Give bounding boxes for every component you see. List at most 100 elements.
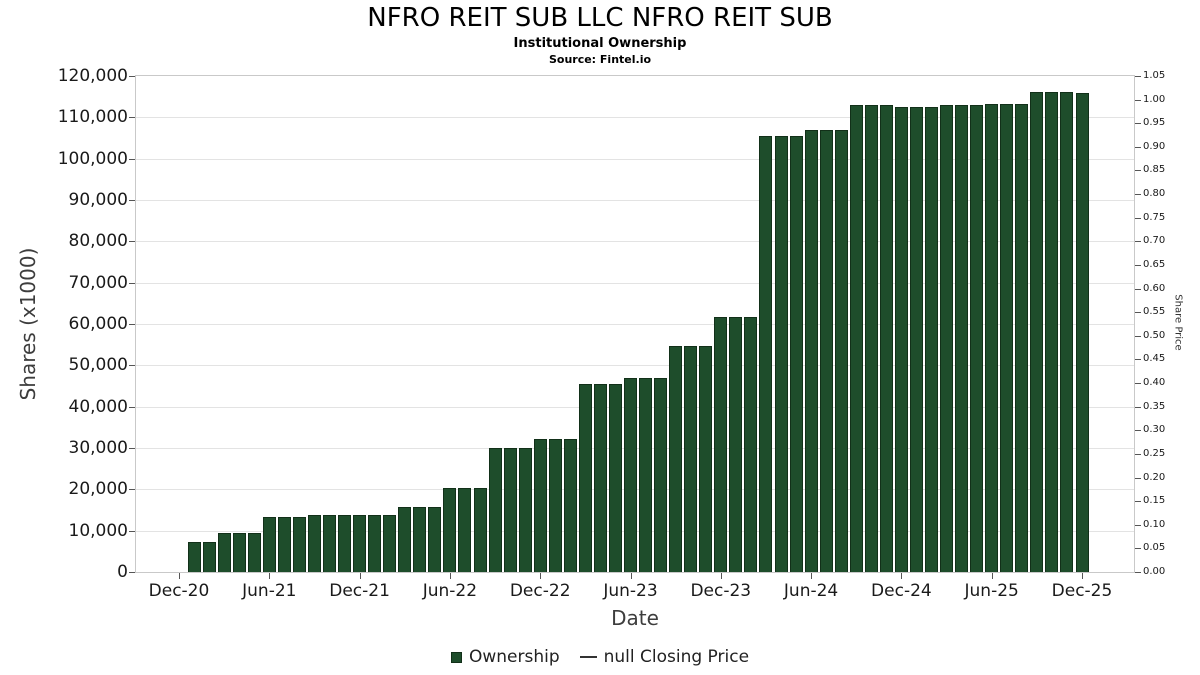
x-tick-mark: [630, 573, 632, 579]
y-tick-mark-right: [1135, 383, 1141, 385]
y-tick-label-right: 1.00: [1143, 93, 1166, 105]
y-tick-mark: [129, 76, 135, 77]
y-tick-label-right: 0.50: [1143, 329, 1166, 341]
ownership-bar: [864, 105, 878, 572]
ownership-bar: [413, 506, 427, 572]
y-tick-mark-right: [1135, 217, 1141, 219]
y-tick-mark: [129, 365, 135, 367]
y-tick-mark-right: [1135, 477, 1141, 479]
y-tick-mark: [129, 448, 135, 449]
x-tick-mark: [1082, 573, 1083, 579]
y-tick-mark: [129, 200, 135, 201]
y-tick-label: 120,000: [57, 66, 128, 86]
y-tick-label: 110,000: [57, 107, 128, 128]
ownership-bar: [985, 103, 999, 572]
x-tick-label: Dec-25: [1051, 581, 1113, 601]
ownership-bar: [970, 105, 984, 572]
ownership-bar: [443, 488, 457, 572]
ownership-bar: [338, 514, 352, 572]
y-tick-mark-right: [1135, 264, 1141, 266]
y-tick-label: 80,000: [68, 231, 128, 252]
closing-price-line-icon: [579, 656, 597, 658]
ownership-bar: [518, 448, 532, 572]
ownership-bar: [819, 129, 833, 572]
y-tick-mark: [129, 489, 135, 491]
x-tick-label: Dec-21: [329, 581, 390, 601]
ownership-bar: [1075, 92, 1089, 572]
x-tick-label: Dec-23: [690, 581, 752, 601]
x-tick-label: Jun-25: [964, 581, 1019, 601]
ownership-bar: [729, 316, 743, 572]
y-tick-label-right: 0.00: [1143, 566, 1166, 577]
plot-area: [135, 75, 1135, 573]
ownership-bar: [759, 136, 773, 572]
ownership-bar: [834, 129, 848, 572]
ownership-bar: [894, 106, 908, 572]
ownership-bar: [699, 345, 713, 572]
ownership-bar: [277, 517, 291, 572]
x-tick-label: Dec-22: [509, 581, 571, 601]
ownership-bar: [1030, 91, 1044, 572]
ownership-bar: [714, 316, 728, 572]
ownership-bar: [774, 136, 788, 572]
y-tick-mark-right: [1135, 548, 1141, 550]
ownership-bar: [1000, 103, 1014, 572]
x-axis-label: Date: [611, 606, 659, 630]
y-tick-mark: [129, 117, 135, 119]
ownership-bar: [503, 448, 517, 572]
x-tick-mark: [449, 573, 451, 579]
y-tick-mark: [129, 530, 135, 532]
ownership-bar: [292, 517, 306, 572]
y-tick-label-right: 0.05: [1143, 542, 1166, 554]
y-tick-mark: [129, 324, 135, 325]
y-tick-mark-right: [1135, 194, 1141, 196]
ownership-bar: [684, 345, 698, 572]
y-tick-label: 20,000: [68, 479, 128, 500]
y-tick-mark-right: [1135, 572, 1141, 573]
y-tick-mark-right: [1135, 123, 1141, 125]
legend-ownership-label: Ownership: [468, 647, 560, 667]
y-tick-mark: [129, 406, 135, 408]
y-tick-mark: [129, 241, 135, 243]
x-tick-mark: [720, 573, 722, 579]
gridline: [136, 117, 1134, 119]
gridline: [136, 241, 1134, 243]
y-tick-label-right: 0.70: [1143, 235, 1166, 247]
y-tick-label-right: 1.05: [1143, 70, 1166, 81]
ownership-bar: [383, 514, 397, 572]
ownership-bar: [624, 378, 637, 572]
ownership-bar: [1060, 91, 1074, 572]
ownership-bar: [744, 316, 758, 572]
ownership-bar: [262, 517, 276, 572]
y-tick-mark: [129, 282, 135, 284]
ownership-bar: [232, 532, 246, 572]
x-tick-label: Dec-20: [148, 581, 210, 601]
y-tick-mark-right: [1135, 524, 1141, 526]
chart-source: Source: Fintel.io: [548, 53, 652, 66]
y-tick-label-right: 0.90: [1143, 140, 1166, 152]
x-tick-mark: [540, 573, 542, 579]
ownership-bar: [879, 105, 893, 572]
ownership-bar: [1015, 103, 1029, 572]
ownership-bar: [323, 514, 336, 572]
y-tick-label-right: 0.80: [1143, 188, 1166, 200]
gridline: [136, 200, 1134, 201]
x-tick-mark: [901, 573, 903, 579]
legend-item-closing-price: null Closing Price: [560, 647, 749, 667]
ownership-bar: [955, 105, 969, 572]
ownership-bar: [608, 383, 622, 572]
y-tick-label-right: 0.40: [1143, 377, 1166, 389]
ownership-bar: [909, 106, 923, 572]
y-tick-label-right: 0.10: [1143, 518, 1166, 530]
y-tick-mark-right: [1135, 146, 1141, 148]
x-tick-label: Dec-24: [871, 581, 932, 601]
ownership-bar: [593, 383, 607, 572]
ownership-bar: [533, 438, 547, 572]
y-tick-label: 0: [117, 562, 128, 582]
x-tick-label: Jun-24: [783, 581, 839, 601]
ownership-bar: [187, 542, 201, 572]
y-tick-mark: [129, 158, 135, 160]
ownership-bar: [458, 488, 472, 572]
y-tick-label-right: 0.95: [1143, 117, 1166, 129]
